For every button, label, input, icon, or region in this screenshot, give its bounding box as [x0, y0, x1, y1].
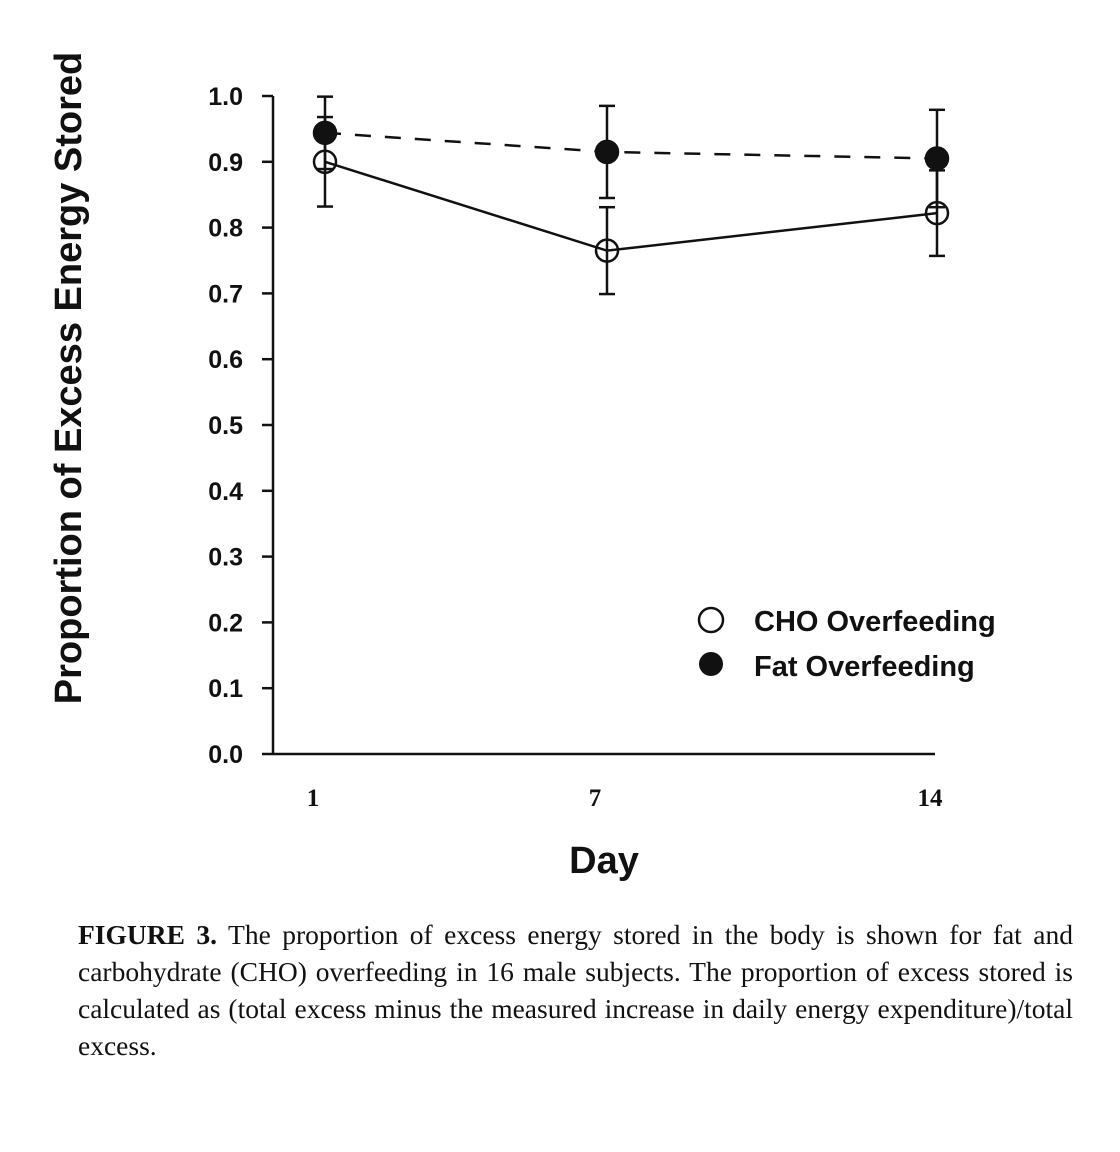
- x-tick-label: 7: [589, 785, 602, 812]
- data-point: [312, 120, 338, 146]
- y-tick-label: 1.0: [208, 83, 243, 111]
- marks: [312, 95, 950, 296]
- legend-label-cho: CHO Overfeeding: [754, 606, 996, 638]
- y-tick-label: 0.7: [208, 280, 243, 308]
- data-point: [594, 139, 620, 165]
- legend-marker-fat: [699, 652, 723, 676]
- y-tick-label: 0.6: [208, 346, 243, 374]
- y-tick-label: 0.9: [208, 149, 243, 177]
- y-axis-label: Proportion of Excess Energy Stored: [48, 52, 90, 704]
- y-tick-label: 0.1: [208, 675, 243, 703]
- y-tick-label: 0.4: [208, 478, 243, 506]
- axes: 0.0 0.1 0.2 0.3 0.4 0.5 0.6 0.7 0.8 0.9 1.0 1 7 14: [208, 83, 943, 812]
- y-tick-label: 0.3: [208, 544, 243, 572]
- series-line: [324, 160, 938, 252]
- legend: CHO Overfeeding Fat Overfeeding: [697, 606, 996, 683]
- legend-marker-cho: [697, 606, 725, 634]
- chart: 0.0 0.1 0.2 0.3 0.4 0.5 0.6 0.7 0.8 0.9 1.0 1 7 14 Da…: [48, 52, 996, 882]
- series-fat: [312, 95, 950, 209]
- series-cho: [312, 115, 950, 296]
- data-point: [594, 238, 620, 263]
- series-line: [324, 131, 938, 160]
- legend-label-fat: Fat Overfeeding: [754, 651, 975, 683]
- data-point: [924, 146, 950, 171]
- caption-label: FIGURE 3.: [78, 919, 218, 950]
- x-tick-label: 14: [918, 785, 944, 812]
- caption-text: The proportion of excess energy stored i…: [78, 919, 1073, 1061]
- x-tick-label: 1: [307, 785, 320, 812]
- y-tick-label: 0.8: [208, 215, 243, 243]
- x-axis-label: Day: [569, 840, 639, 882]
- y-tick-label: 0.2: [208, 609, 243, 637]
- y-tick-label: 0.0: [208, 741, 243, 769]
- y-tick-label: 0.5: [208, 412, 243, 440]
- figure-caption: FIGURE 3. The proportion of excess energ…: [78, 916, 1073, 1064]
